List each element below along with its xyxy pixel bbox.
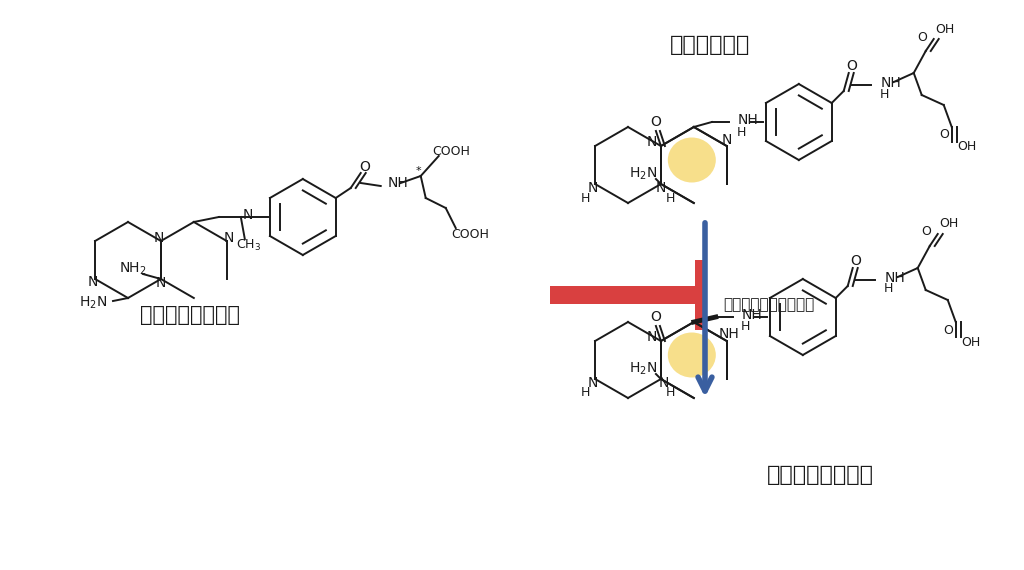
Text: ジヒドロ葉酸還元酵素: ジヒドロ葉酸還元酵素 [723,298,814,312]
FancyBboxPatch shape [550,286,695,304]
Text: O: O [916,31,927,43]
Text: O: O [850,254,861,268]
Text: CH$_3$: CH$_3$ [237,238,261,253]
Text: ジヒドロ葉酸: ジヒドロ葉酸 [670,35,751,55]
Text: N: N [722,133,732,147]
Text: O: O [921,226,931,238]
Text: N: N [588,376,598,390]
Text: COOH: COOH [451,227,488,241]
Text: N: N [658,376,669,390]
Text: NH: NH [741,308,763,322]
Text: H$_2$N: H$_2$N [79,295,108,311]
Text: O: O [650,310,662,324]
Text: N: N [156,276,166,290]
Text: COOH: COOH [432,145,470,157]
Text: NH: NH [738,113,759,127]
Text: OH: OH [957,140,976,153]
Text: H: H [880,88,890,100]
Text: NH: NH [881,76,901,90]
Text: H: H [667,192,676,205]
Text: N: N [154,231,164,245]
Text: OH: OH [935,22,954,35]
Text: N: N [646,330,657,344]
Text: H: H [737,125,746,139]
Ellipse shape [668,137,716,182]
Text: テトラヒドロ葉酸: テトラヒドロ葉酸 [767,465,873,485]
Text: O: O [943,324,952,336]
Text: *: * [416,166,422,176]
Text: H$_2$N: H$_2$N [629,166,657,182]
Text: H$_2$N: H$_2$N [629,361,657,377]
Text: OH: OH [939,218,958,230]
Text: NH: NH [388,176,409,190]
Text: H: H [581,386,590,400]
FancyBboxPatch shape [695,260,707,330]
Text: H: H [581,192,590,205]
Text: メトトレキサート: メトトレキサート [140,305,240,325]
Text: O: O [846,59,857,73]
Text: N: N [88,275,98,289]
Text: N: N [243,208,253,222]
Text: H: H [741,320,751,333]
Text: O: O [359,160,370,174]
Text: O: O [939,128,948,141]
Text: N: N [646,135,657,149]
Text: N: N [655,181,666,195]
Text: H: H [667,386,676,400]
Text: OH: OH [962,336,980,348]
Text: N: N [588,181,598,195]
Text: NH: NH [885,271,905,285]
Ellipse shape [668,332,716,377]
Text: O: O [650,115,662,129]
Text: N: N [223,231,233,245]
Text: NH$_2$: NH$_2$ [119,261,146,277]
Text: H: H [884,283,893,295]
Text: NH: NH [719,327,739,341]
